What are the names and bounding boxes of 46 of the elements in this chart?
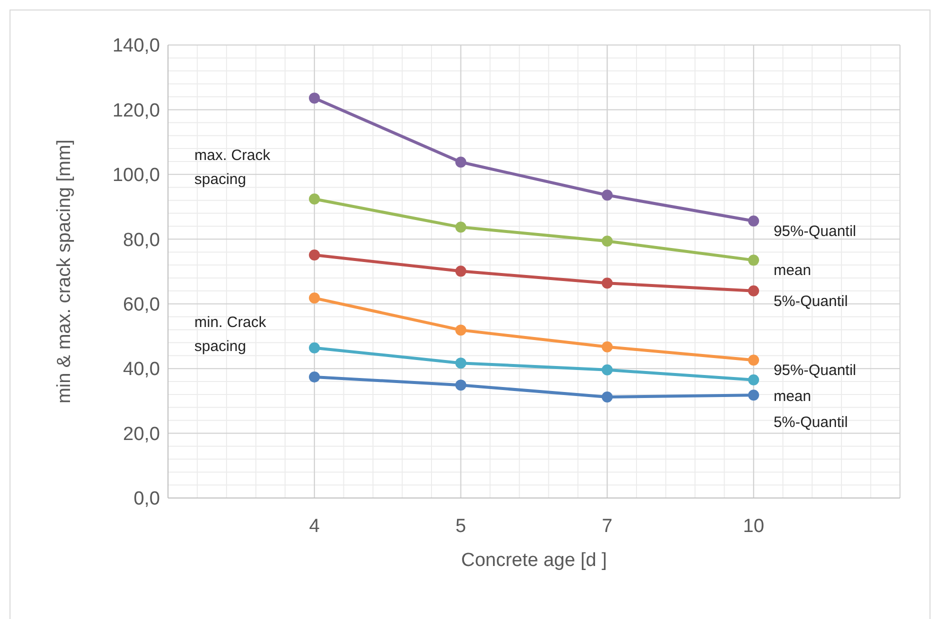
point [455,324,466,336]
point [308,194,320,205]
x-tick-label: 5 [456,516,466,537]
point [455,156,466,168]
y-tick-label: 0,0 [134,488,160,510]
x-axis-title: Concrete age [d ] [461,550,607,571]
y-tick-label: 100,0 [112,165,160,186]
point [455,380,466,391]
point [748,374,760,386]
point [602,392,613,403]
y-axis-title: min & max. crack spacing [mm] [54,140,75,404]
point [748,254,760,266]
annotation: min. Crack spacing [194,314,267,355]
point [748,354,760,366]
point [602,236,613,247]
x-tick-label: 4 [309,516,320,537]
point [748,285,760,296]
y-tick-label: 40,0 [123,359,160,380]
point [308,371,320,382]
series-label: 5%-Quantil [774,292,848,310]
y-tick-label: 140,0 [112,36,160,57]
y-tick-label: 20,0 [123,424,160,445]
x-tick-label: 10 [743,516,764,537]
point [602,341,613,352]
series-label: mean [774,388,812,406]
point [308,292,320,304]
y-tick-label: 60,0 [123,294,160,316]
y-tick-label: 80,0 [123,230,160,251]
series-label: 5%-Quantil [774,414,848,432]
series-label: mean [774,262,812,280]
y-tick-label: 120,0 [112,100,160,122]
point [602,190,613,201]
series-label: 95%-Quantil [774,223,856,240]
point [308,92,320,104]
x-tick-label: 7 [602,516,612,537]
point [455,358,466,369]
series-label: 95%-Quantil [774,362,856,380]
point [308,342,320,354]
point [602,278,613,289]
point [308,250,320,260]
point [455,222,466,233]
annotation: max. Crack spacing [194,147,271,188]
point [602,364,613,376]
point [748,390,760,401]
point [748,216,760,227]
point [455,266,466,277]
